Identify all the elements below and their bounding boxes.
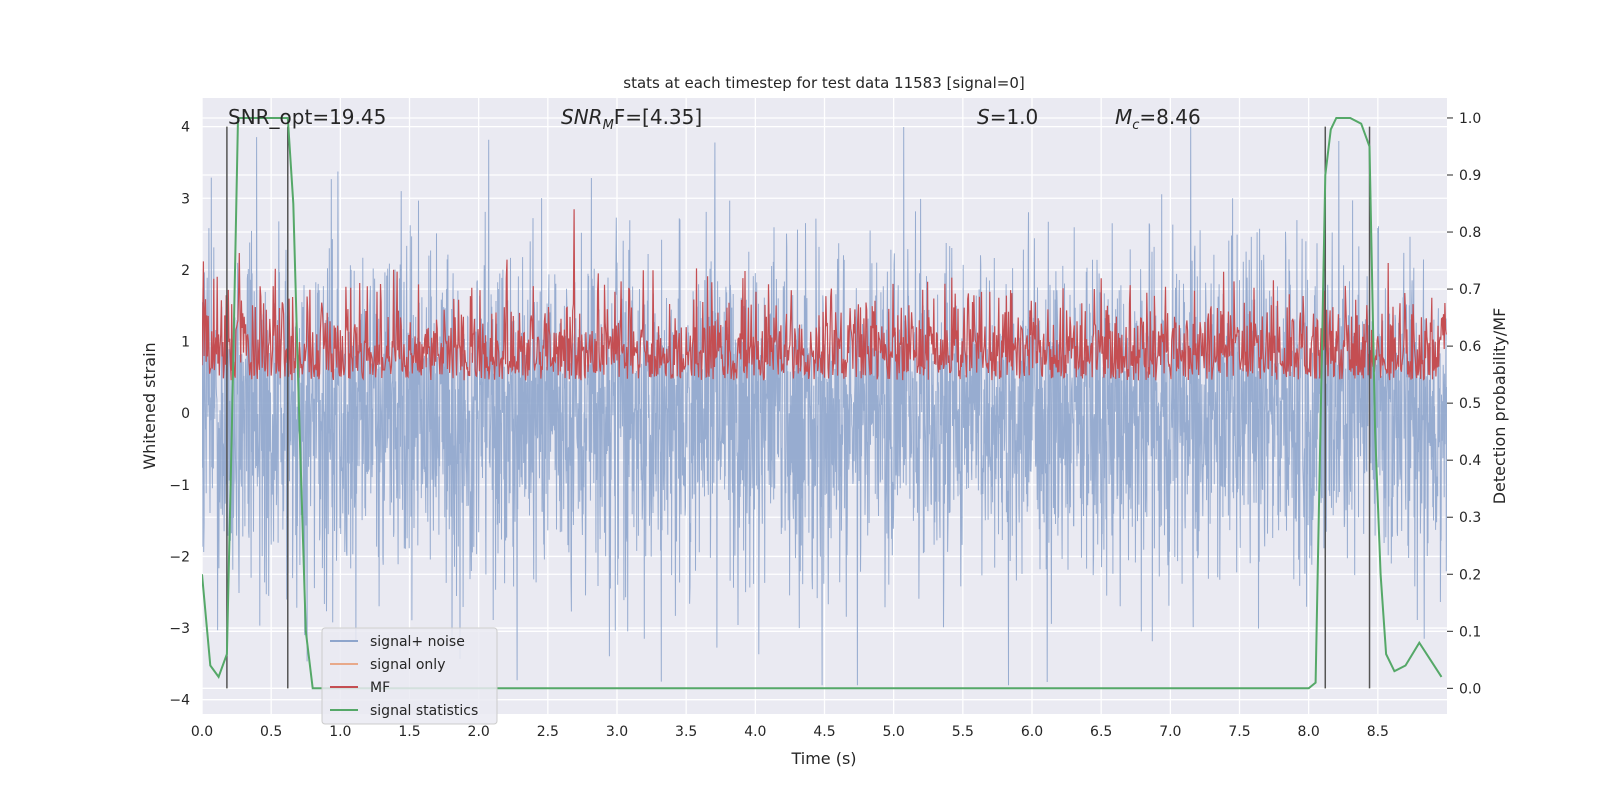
legend-label-signal-noise: signal+ noise [370, 634, 465, 650]
y-tick-label: 2 [181, 263, 190, 279]
y2-tick-label: 0.3 [1459, 510, 1481, 526]
x-tick-label: 4.0 [744, 724, 766, 740]
x-tick-label: 2.5 [537, 724, 559, 740]
legend: signal+ noise signal only MF signal stat… [321, 627, 498, 725]
y-tick-label: −3 [169, 621, 190, 637]
x-tick-label: 7.0 [1159, 724, 1181, 740]
x-tick-label: 8.5 [1367, 724, 1389, 740]
x-tick-label: 1.5 [398, 724, 420, 740]
y-tick-label: 4 [181, 120, 190, 136]
x-tick-label: 6.5 [1090, 724, 1112, 740]
y-tick-label: −2 [169, 549, 190, 565]
legend-label-mf: MF [370, 680, 390, 696]
y2-tick-label: 0.5 [1459, 396, 1481, 412]
y-tick-label: 3 [181, 191, 190, 207]
y2-tick-label: 0.6 [1459, 339, 1481, 355]
y-tick-label: −1 [169, 478, 190, 494]
x-tick-label: 0.5 [260, 724, 282, 740]
y2-tick-label: 0.8 [1459, 225, 1481, 241]
x-tick-label: 5.0 [883, 724, 905, 740]
x-tick-label: 1.0 [329, 724, 351, 740]
x-tick-label: 5.5 [952, 724, 974, 740]
y-tick-label: 1 [181, 335, 190, 351]
legend-label-signal-statistics: signal statistics [370, 703, 478, 719]
x-axis-label: Time (s) [790, 749, 856, 768]
y2-tick-label: 0.4 [1459, 453, 1481, 469]
y-axis-label: Whitened strain [140, 342, 159, 469]
annotation-snr-opt: SNR_opt=19.45 [228, 105, 386, 129]
y2-tick-label: 0.2 [1459, 567, 1481, 583]
x-tick-label: 4.5 [813, 724, 835, 740]
annotation-snr-mf: SNRMF=[4.35] [561, 105, 702, 133]
series-signal-statistics [202, 117, 1443, 690]
mf-line [202, 209, 1447, 381]
x-tick-label: 7.5 [1228, 724, 1250, 740]
x-tick-label: 8.0 [1298, 724, 1320, 740]
y2-tick-label: 0.0 [1459, 681, 1481, 697]
y-tick-label: −4 [169, 693, 190, 709]
x-tick-label: 6.0 [1021, 724, 1043, 740]
y2-axis-ticks: 1.0 0.9 0.8 0.7 0.6 0.5 0.4 0.3 0.2 0.1 0.0 [1447, 111, 1481, 697]
y2-tick-label: 0.1 [1459, 624, 1481, 640]
signal-statistics-line [202, 117, 1443, 690]
y2-tick-label: 0.9 [1459, 168, 1481, 184]
annotation-mc: Mc=8.46 [1115, 105, 1201, 133]
x-tick-label: 0.0 [191, 724, 213, 740]
x-tick-label: 3.5 [675, 724, 697, 740]
y2-tick-label: 0.7 [1459, 282, 1481, 298]
x-axis-ticks: 0.0 0.5 1.0 1.5 2.0 2.5 3.0 3.5 4.0 4.5 5.0 5.5 6.0 6… [191, 724, 1389, 740]
y2-tick-label: 1.0 [1459, 111, 1481, 127]
x-tick-label: 2.0 [468, 724, 490, 740]
legend-label-signal-only: signal only [370, 657, 445, 673]
y2-axis-label: Detection probability/MF [1490, 308, 1509, 505]
y-axis-ticks: 4 3 2 1 0 −1 −2 −3 −4 [169, 120, 190, 709]
chart-title: stats at each timestep for test data 115… [623, 74, 1024, 92]
annotation-s: S=1.0 [977, 105, 1038, 129]
x-tick-label: 3.0 [606, 724, 628, 740]
series-mf [202, 209, 1447, 381]
y-tick-label: 0 [181, 406, 190, 422]
